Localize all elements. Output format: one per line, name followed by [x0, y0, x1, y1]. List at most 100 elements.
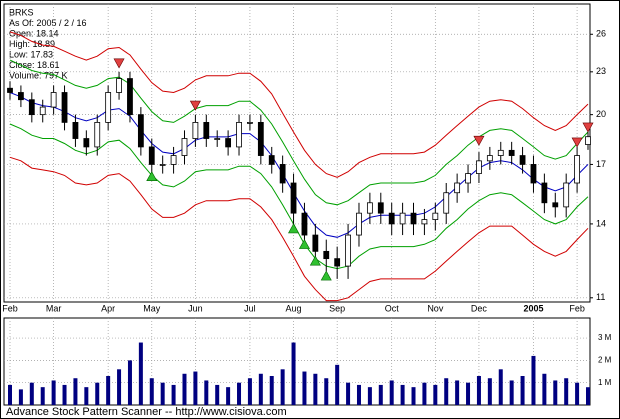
candle-body [476, 160, 482, 174]
y-tick-label: 20 [596, 109, 606, 119]
candle-body [454, 182, 461, 194]
candle-body [290, 182, 297, 214]
candle-body [356, 212, 362, 236]
x-tick-label: Feb [569, 303, 585, 313]
volume-bar [62, 384, 67, 405]
candle-body [410, 212, 417, 225]
candle-body [585, 136, 591, 145]
candle-body [28, 99, 35, 116]
volume-bar [466, 382, 471, 405]
buy-signal [320, 270, 332, 281]
volume-bar [204, 380, 209, 405]
candle-body [203, 122, 210, 139]
volume-bar [29, 382, 34, 405]
volume-bar [367, 387, 372, 405]
volume-bar [422, 382, 427, 405]
volume-bar [8, 384, 12, 405]
volume-bar [127, 360, 132, 405]
x-tick-label: Feb [2, 303, 18, 313]
volume-bar [378, 384, 383, 405]
x-tick-label: Jun [188, 303, 203, 313]
band-line [9, 123, 589, 270]
volume-bar [324, 378, 329, 405]
x-tick-label: Mar [46, 303, 62, 313]
x-tick-label: May [143, 303, 161, 313]
sell-signal [189, 100, 201, 111]
volume-bar [18, 389, 23, 405]
volume-bar [346, 382, 351, 405]
volume-bar [193, 371, 198, 405]
candle-body [148, 146, 155, 165]
x-tick-label: Jul [244, 303, 256, 313]
candle-body [519, 155, 526, 165]
candle-body [563, 182, 570, 208]
candle-body [465, 173, 471, 184]
volume-bar [73, 378, 78, 405]
info-line: High: 18.89 [9, 39, 55, 49]
candle-body [388, 212, 395, 225]
volume-bar [291, 342, 296, 405]
volume-bar [84, 387, 89, 405]
y-tick-label: 17 [596, 159, 606, 169]
volume-bar [542, 373, 547, 405]
candle-body [552, 202, 559, 208]
volume-bar [171, 384, 176, 405]
volume-bar [356, 384, 361, 405]
volume-bar [586, 387, 590, 405]
candle-body [159, 164, 166, 166]
band-line [9, 59, 589, 206]
candle-body [61, 92, 68, 123]
candle-body [127, 78, 133, 116]
candle-body [574, 155, 580, 184]
candle-body [399, 212, 406, 225]
candle-body [192, 122, 199, 139]
candle-body [334, 258, 341, 267]
candle-body [50, 92, 57, 108]
volume-bar [509, 380, 514, 405]
buy-signal [309, 255, 321, 266]
volume-bar [226, 387, 231, 405]
volume-bar [400, 384, 405, 405]
candle-body [366, 202, 373, 214]
sell-signal [571, 137, 583, 148]
x-tick-label: Nov [427, 303, 444, 313]
footer: Advance Stock Pattern Scanner -- http://… [6, 406, 287, 418]
volume-bar [455, 380, 460, 405]
info-line: Low: 17.83 [9, 49, 53, 59]
candle-body [345, 234, 351, 267]
candle-body [486, 155, 493, 162]
candle-body [236, 122, 242, 148]
candle-body [530, 164, 537, 184]
x-tick-label: Aug [286, 303, 302, 313]
candle-body [421, 219, 428, 225]
candle-body [247, 122, 253, 124]
y-tick-label: 14 [596, 218, 606, 228]
candle-body [137, 114, 144, 148]
candle-body [116, 78, 122, 93]
volume-bar [117, 369, 122, 405]
volume-bar [411, 387, 416, 405]
volume-bar [520, 376, 525, 405]
volume-bar [302, 371, 307, 405]
volume-bar [237, 382, 242, 405]
volume-bar [389, 380, 394, 405]
volume-bar [182, 373, 187, 405]
sell-signal [113, 58, 125, 69]
volume-bar [40, 387, 45, 405]
y-tick-label: 26 [596, 29, 606, 39]
candle-body [105, 92, 112, 123]
info-line: Volume: 797 K [9, 70, 68, 80]
candle-body [508, 149, 515, 156]
volume-bar [444, 378, 449, 405]
volume-bar [215, 384, 220, 405]
volume-bar [269, 376, 274, 405]
candle-body [7, 87, 13, 93]
candle-body [323, 250, 330, 260]
x-tick-label: Apr [101, 303, 115, 313]
volume-bar [487, 378, 492, 405]
sell-signal [473, 135, 485, 146]
candle-body [94, 122, 101, 148]
band-line [9, 156, 589, 302]
buy-signal [146, 171, 158, 182]
volume-bar [51, 380, 56, 405]
